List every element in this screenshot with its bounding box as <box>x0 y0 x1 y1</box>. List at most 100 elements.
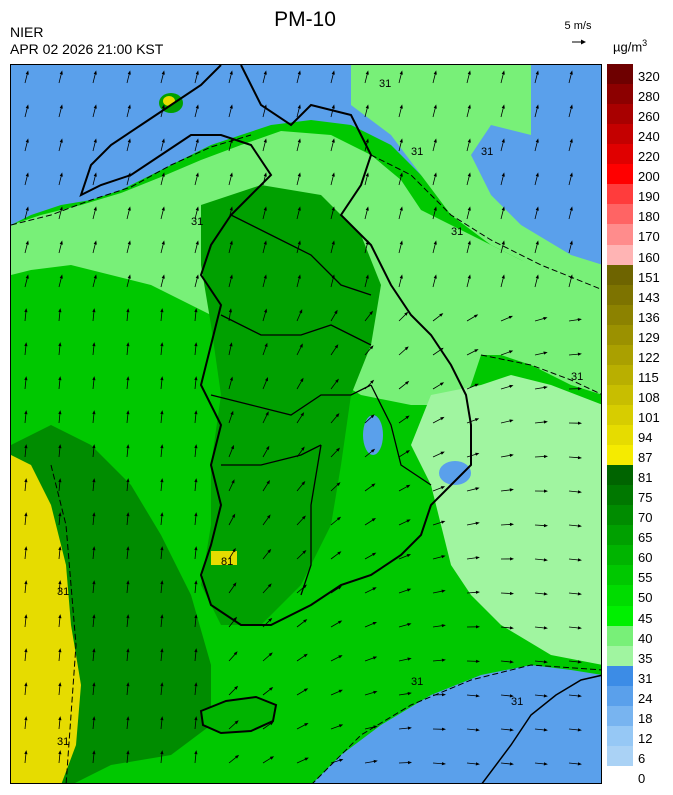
legend-value-label: 87 <box>638 450 653 466</box>
legend-value-label: 240 <box>638 129 660 145</box>
wind-arrow-head <box>372 552 377 556</box>
wind-arrow-head <box>509 488 514 492</box>
wind-arrow-head <box>58 750 62 755</box>
wind-arrow-head <box>467 274 471 279</box>
wind-arrow-head <box>161 172 165 177</box>
wind-arrow-head <box>231 479 235 484</box>
wind-arrow-head <box>126 444 130 449</box>
pm10-concentration-map[interactable]: 31 31 31 31 31 31 31 31 31 81 31 <box>10 64 602 784</box>
wind-arrow-head <box>263 206 267 211</box>
wind-arrow-head <box>126 750 130 755</box>
wind-arrow-head <box>160 716 164 721</box>
light-green-sea-northeast <box>351 65 601 295</box>
wind-arrow-head <box>297 274 301 279</box>
wind-arrow-head <box>229 376 233 381</box>
wind-arrow-head <box>509 660 514 664</box>
wind-arrow-head <box>331 138 335 143</box>
light-green-southeast <box>411 375 601 665</box>
wind-arrow-head <box>233 651 238 656</box>
wind-arrow-head <box>127 274 131 279</box>
wind-arrow-head <box>475 556 480 560</box>
wind-arrow-head <box>126 376 130 381</box>
legend-color-swatch <box>607 445 633 466</box>
wind-arrow-head <box>365 274 369 279</box>
wind-arrow-head <box>441 693 446 697</box>
wind-arrow-head <box>577 626 582 630</box>
wind-arrow-head <box>58 410 62 415</box>
wind-arrow-head <box>373 690 378 694</box>
wind-arrow-head <box>267 548 272 553</box>
wind-arrow-head <box>399 172 403 177</box>
wind-arrow-head <box>263 138 267 143</box>
wind-arrow-head <box>467 206 471 211</box>
wind-arrow-head <box>92 512 96 517</box>
wind-arrow-head <box>194 546 198 551</box>
wind-arrow-head <box>25 240 29 245</box>
wind-arrow-head <box>407 692 412 696</box>
legend-value-label: 200 <box>638 169 660 185</box>
wind-arrow-head <box>407 623 412 627</box>
wind-arrow-head <box>544 489 548 493</box>
province-boundaries <box>210 214 432 596</box>
wind-arrow-head <box>195 172 199 177</box>
wind-arrow-head <box>373 759 378 763</box>
wind-arrow-head <box>93 206 97 211</box>
wind-arrow-head <box>194 512 198 517</box>
concentration-legend <box>607 64 633 767</box>
wind-arrow-head <box>268 652 273 657</box>
wind-vector-field <box>24 70 582 766</box>
wind-arrow-head <box>58 716 62 721</box>
legend-color-swatch <box>607 204 633 225</box>
wind-arrow-head <box>365 104 369 109</box>
coastline-peninsula <box>79 65 472 626</box>
wind-arrow-head <box>501 274 505 279</box>
wind-arrow-head <box>297 240 301 245</box>
legend-value-label: 12 <box>638 730 653 746</box>
wind-arrow-head <box>338 620 343 624</box>
legend-color-swatch <box>607 164 633 185</box>
wind-arrow-head <box>433 138 437 143</box>
legend-value-label: 70 <box>638 510 653 526</box>
legend-color-swatch <box>607 184 633 205</box>
wind-arrow-head <box>194 648 198 653</box>
wind-arrow-head <box>577 558 582 562</box>
wind-arrow-head <box>475 728 480 732</box>
legend-value-label: 101 <box>638 409 660 425</box>
wind-arrow-head <box>370 379 375 384</box>
legend-color-swatch <box>607 104 633 125</box>
wind-arrow-head <box>508 315 513 319</box>
wind-arrow-head <box>467 70 471 75</box>
wind-arrow-head <box>229 240 233 245</box>
wind-arrow-head <box>303 688 309 692</box>
wind-arrow-head <box>229 172 233 177</box>
wind-arrow-head <box>229 206 233 211</box>
legend-value-label: 0 <box>638 771 646 786</box>
wind-arrow-head <box>535 274 539 279</box>
wind-arrow-head <box>59 70 63 75</box>
wind-arrow-head <box>126 614 130 619</box>
wind-arrow-head <box>501 172 505 177</box>
wind-arrow-head <box>475 762 480 766</box>
wind-arrow-head <box>229 70 233 75</box>
wind-arrow-head <box>407 588 412 592</box>
wind-arrow-head <box>440 416 445 421</box>
legend-value-label: 280 <box>638 89 660 105</box>
wind-arrow-head <box>126 342 130 347</box>
wind-arrow-head <box>92 342 96 347</box>
unit-exponent: 3 <box>642 38 648 48</box>
wind-arrow-head <box>501 70 505 75</box>
wind-arrow-head <box>263 240 267 245</box>
coastline-japan <box>481 674 601 783</box>
contour-label: 31 <box>411 146 423 158</box>
wind-arrow-head <box>233 616 237 621</box>
wind-arrow-head <box>578 421 582 425</box>
wind-arrow-head <box>126 546 130 551</box>
wind-arrow-head <box>331 206 335 211</box>
wind-arrow-head <box>194 750 198 755</box>
wind-arrow-head <box>476 625 480 629</box>
wind-arrow-head <box>509 384 514 388</box>
wind-arrow-head <box>304 757 309 761</box>
wind-arrow-head <box>475 659 480 663</box>
wind-arrow-head <box>399 240 403 245</box>
wind-arrow-head <box>365 240 369 245</box>
